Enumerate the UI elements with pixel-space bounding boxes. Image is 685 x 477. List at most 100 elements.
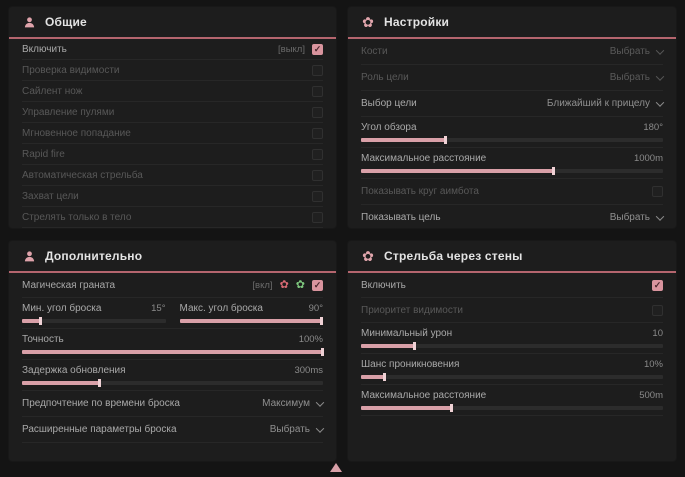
throw-time-pref-dropdown[interactable]: Максимум [262, 397, 325, 409]
mouse-cursor-icon [330, 463, 342, 472]
person-target-icon [22, 249, 36, 263]
slider-value: 180° [643, 121, 663, 133]
slider-value: 90° [308, 302, 323, 314]
gear-flower-icon: ✿ [362, 14, 374, 30]
chevron-down-icon [655, 45, 665, 55]
row-label: Управление пулями [22, 106, 115, 118]
panel-wallbang-header: ✿ Стрельба через стены [348, 241, 676, 273]
row-silent-knife: Сайлент нож [22, 81, 323, 102]
row-target-lock: Захват цели [22, 186, 323, 207]
body-only-checkbox[interactable] [312, 211, 323, 223]
row-label: Проверка видимости [22, 64, 120, 76]
accuracy-slider[interactable] [22, 348, 324, 356]
slider-thumb[interactable] [413, 342, 417, 350]
slider-thumb[interactable] [319, 317, 323, 325]
row-label: Выбор цели [361, 98, 417, 109]
panel-title: Стрельба через стены [384, 249, 523, 263]
row-target-select: Выбор цели Ближайший к прицелу [361, 91, 665, 117]
row-instant-hit: Мгновенное попадание [22, 123, 323, 144]
slider-thumb[interactable] [552, 167, 556, 175]
slider-value: 15° [151, 302, 166, 314]
advanced-throw-dropdown[interactable]: Выбрать [270, 423, 325, 435]
slider-value: 10% [643, 358, 663, 370]
instant-hit-checkbox[interactable] [312, 127, 323, 139]
max-distance-slider[interactable] [361, 167, 663, 175]
min-throw-angle-slider[interactable] [22, 317, 166, 325]
panel-title: Настройки [384, 15, 450, 29]
row-max-distance: Максимальное расстояние 1000m [361, 148, 663, 179]
slider-value: 100% [298, 333, 323, 345]
row-label: Максимальное расстояние [361, 389, 487, 401]
enable-checkbox[interactable]: ✓ [312, 43, 323, 55]
show-target-dropdown[interactable]: Выбрать [610, 211, 665, 223]
row-label: Мгновенное попадание [22, 127, 131, 139]
row-label: Расширенные параметры броска [22, 424, 177, 435]
row-rapid-fire: Rapid fire [22, 144, 323, 165]
target-select-dropdown[interactable]: Ближайший к прицелу [547, 97, 665, 109]
row-bones: Кости Выбрать [361, 39, 665, 65]
slider-value: 300ms [294, 364, 323, 376]
row-accuracy: Точность 100% [22, 329, 324, 360]
row-label: Захват цели [22, 190, 79, 202]
max-throw-angle-slider[interactable] [179, 317, 323, 325]
slider-thumb[interactable] [321, 348, 324, 356]
bones-dropdown[interactable]: Выбрать [610, 45, 665, 57]
red-flower-icon[interactable]: ✿ [279, 278, 289, 291]
target-role-dropdown[interactable]: Выбрать [610, 71, 665, 83]
panel-general: Общие Включить [выкл] ✓ Проверка видимос… [8, 6, 337, 229]
chevron-down-icon [655, 211, 665, 221]
row-show-aimbot-circle: Показывать круг аимбота [361, 179, 663, 205]
panel-additional-header: Дополнительно [9, 241, 336, 273]
slider-thumb[interactable] [38, 317, 42, 325]
visibility-priority-checkbox[interactable] [652, 304, 663, 316]
walls-enable-checkbox[interactable]: ✓ [652, 279, 663, 291]
slider-value: 1000m [633, 152, 663, 164]
row-label: Роль цели [361, 72, 409, 83]
row-target-role: Роль цели Выбрать [361, 65, 665, 91]
row-auto-shoot: Автоматическая стрельба [22, 165, 323, 186]
slider-thumb[interactable] [383, 373, 387, 381]
update-delay-slider[interactable] [22, 379, 323, 387]
target-lock-checkbox[interactable] [312, 190, 323, 202]
slider-thumb[interactable] [449, 404, 453, 412]
silent-knife-checkbox[interactable] [312, 85, 323, 97]
chevron-down-icon [655, 97, 665, 107]
row-enable: Включить [выкл] ✓ [22, 39, 323, 60]
row-walls-max-distance: Максимальное расстояние 500m [361, 385, 663, 416]
row-throw-angles: Мин. угол броска 15° Макс. угол броска 9… [22, 298, 323, 329]
chevron-down-icon [315, 423, 325, 433]
row-label: Мин. угол броска [22, 302, 102, 314]
slider-thumb[interactable] [98, 379, 102, 387]
row-penetration-chance: Шанс проникновения 10% [361, 354, 663, 385]
penetration-chance-slider[interactable] [361, 373, 663, 381]
row-label: Rapid fire [22, 148, 65, 160]
bullet-control-checkbox[interactable] [312, 106, 323, 118]
min-damage-slider[interactable] [361, 342, 663, 350]
walls-max-distance-slider[interactable] [361, 404, 663, 412]
visibility-check-checkbox[interactable] [312, 64, 323, 76]
auto-shoot-checkbox[interactable] [312, 169, 323, 181]
row-label: Максимальное расстояние [361, 152, 487, 164]
row-label: Приоритет видимости [361, 304, 464, 316]
check-icon: ✓ [313, 279, 322, 290]
row-label: Минимальный урон [361, 327, 453, 339]
rapid-fire-checkbox[interactable] [312, 148, 323, 160]
fov-slider[interactable] [361, 136, 663, 144]
row-min-damage: Минимальный урон 10 [361, 323, 663, 354]
show-aimbot-circle-checkbox[interactable] [652, 186, 663, 197]
magic-grenade-checkbox[interactable]: ✓ [312, 279, 323, 291]
row-label: Точность [22, 333, 64, 345]
green-flower-icon[interactable]: ✿ [295, 278, 305, 291]
row-label: Угол обзора [361, 121, 417, 133]
row-label: Шанс проникновения [361, 358, 460, 370]
panel-title: Общие [45, 15, 87, 29]
chevron-down-icon [315, 397, 325, 407]
row-label: Автоматическая стрельба [22, 169, 143, 181]
slider-value: 10 [652, 327, 663, 339]
row-visibility-check: Проверка видимости [22, 60, 323, 81]
keybind-tag: [выкл] [278, 43, 305, 55]
slider-thumb[interactable] [443, 136, 447, 144]
row-show-target: Показывать цель Выбрать [361, 205, 665, 228]
panel-settings-header: ✿ Настройки [348, 7, 676, 39]
